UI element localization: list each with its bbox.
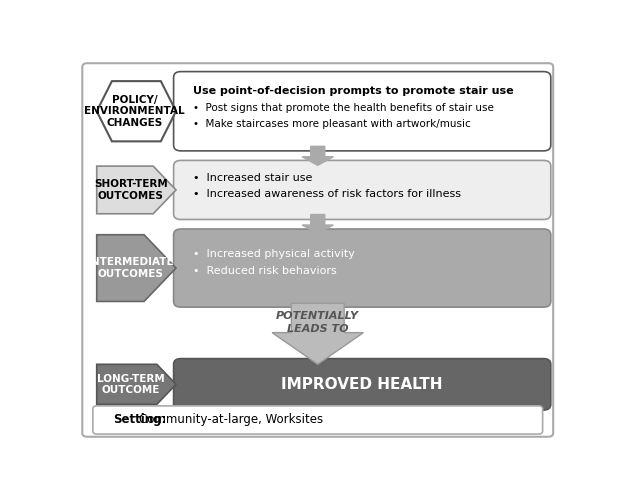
FancyBboxPatch shape [174,160,551,219]
Text: LEADS TO: LEADS TO [287,324,348,335]
Text: Setting:: Setting: [113,413,167,427]
FancyBboxPatch shape [174,358,551,410]
Text: •  Increased physical activity
•  Reduced risk behaviors: • Increased physical activity • Reduced … [193,249,355,276]
Polygon shape [97,81,176,142]
Polygon shape [97,235,176,301]
Polygon shape [97,364,176,404]
FancyBboxPatch shape [93,406,542,434]
Text: POLICY/
ENVIRONMENTAL
CHANGES: POLICY/ ENVIRONMENTAL CHANGES [84,95,185,128]
Text: •  Post signs that promote the health benefits of stair use
•  Make staircases m: • Post signs that promote the health ben… [193,103,494,129]
Text: •  Increased stair use
•  Increased awareness of risk factors for illness: • Increased stair use • Increased awaren… [193,173,461,199]
Text: Community-at-large, Worksites: Community-at-large, Worksites [139,413,323,427]
Text: INTERMEDIATE
OUTCOMES: INTERMEDIATE OUTCOMES [87,257,174,279]
Text: POTENTIALLY: POTENTIALLY [277,311,359,321]
Text: Use point-of-decision prompts to promote stair use: Use point-of-decision prompts to promote… [193,86,513,96]
Polygon shape [272,303,363,364]
FancyBboxPatch shape [174,72,551,151]
Text: IMPROVED HEALTH: IMPROVED HEALTH [281,377,443,392]
Text: SHORT-TERM
OUTCOMES: SHORT-TERM OUTCOMES [94,179,167,201]
FancyArrow shape [302,147,334,165]
FancyBboxPatch shape [82,63,553,437]
FancyBboxPatch shape [174,229,551,307]
FancyArrow shape [302,214,334,234]
Polygon shape [97,166,176,214]
Text: LONG-TERM
OUTCOME: LONG-TERM OUTCOME [97,374,165,395]
